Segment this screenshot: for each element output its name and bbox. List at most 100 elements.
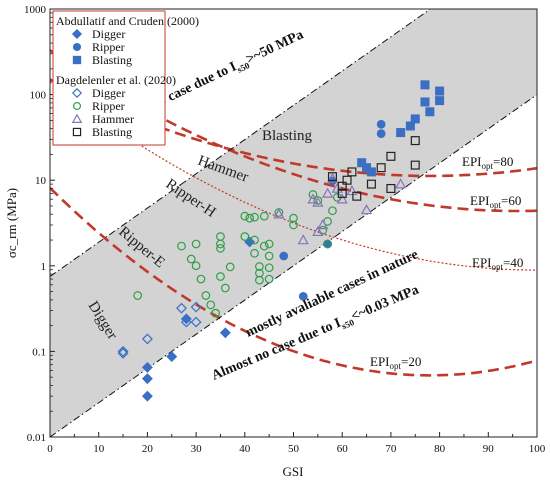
point-digger-3-2 <box>141 333 153 345</box>
point-blasting-6-5 <box>352 191 362 201</box>
legend-marker-6 <box>72 127 82 137</box>
point-digger-0-5 <box>219 327 231 339</box>
epi-curve-3 <box>50 186 537 377</box>
x-tick-label-70: 70 <box>385 443 397 455</box>
legend: Abdullatif and Cruden (2000) Digger Ripp… <box>52 10 199 146</box>
legend-group2-title: Dagdelenler et al. (2020) <box>56 73 176 87</box>
point-ripper-4-7 <box>206 300 216 310</box>
point-ripper-4-5 <box>196 274 206 284</box>
point-ripper-4-24 <box>259 211 269 221</box>
point-ripper-4-13 <box>220 283 230 293</box>
legend-label-blasting-2: Blasting <box>92 125 132 139</box>
legend-marker-1 <box>72 42 82 52</box>
point-blasting-6-8 <box>386 151 396 161</box>
point-hammer-5-1 <box>297 234 309 245</box>
point-ripper-4-31 <box>289 213 298 223</box>
y-tick-label-100: 100 <box>30 90 47 102</box>
point-digger-3-6 <box>190 301 202 313</box>
legend-marker-0 <box>71 28 83 40</box>
point-ripper-4-6 <box>201 291 211 300</box>
boundary-lines <box>50 9 537 437</box>
point-ripper-4-23 <box>255 275 264 285</box>
boundary-line-lower <box>50 94 537 437</box>
point-blasting-6-1 <box>337 181 347 191</box>
point-ripper-4-0 <box>133 291 143 300</box>
point-ripper-4-16 <box>240 232 250 241</box>
legend-group1-title: Abdullatif and Cruden (2000) <box>56 14 199 28</box>
point-ripper-4-28 <box>264 263 274 273</box>
point-ripper-4-29 <box>264 274 274 284</box>
point-blasting-2-6 <box>420 97 430 107</box>
point-blasting-2-5 <box>410 114 420 124</box>
point-blasting-2-8 <box>425 107 435 117</box>
point-hammer-5-7 <box>326 172 339 183</box>
point-ripper-4-37 <box>323 239 332 249</box>
point-digger-0-2 <box>141 390 153 402</box>
point-blasting-6-3 <box>342 175 352 185</box>
point-digger-3-1 <box>117 347 129 359</box>
point-hammer-5-11 <box>360 204 373 215</box>
x-tick-label-60: 60 <box>337 443 349 455</box>
y-axis-label: σc_rm (MPa) <box>4 188 19 258</box>
point-hammer-5-6 <box>321 187 334 198</box>
point-ripper-4-1 <box>177 241 186 251</box>
x-tick-label-20: 20 <box>142 443 154 455</box>
point-blasting-2-9 <box>435 96 445 106</box>
point-blasting-2-4 <box>405 121 415 131</box>
point-ripper-4-2 <box>186 254 196 264</box>
point-digger-3-3 <box>176 302 187 314</box>
point-blasting-2-0 <box>357 158 367 168</box>
data-points <box>117 80 445 402</box>
point-blasting-2-7 <box>420 80 430 90</box>
legend-marker-2 <box>72 55 82 65</box>
point-ripper-4-33 <box>308 190 318 199</box>
point-hammer-5-4 <box>312 196 324 207</box>
point-ripper-4-4 <box>191 261 201 271</box>
x-axis-label: GSI <box>283 464 304 479</box>
epi-label-80: EPIopt=80 <box>462 154 513 171</box>
point-ripper-4-14 <box>225 262 235 272</box>
point-digger-3-5 <box>190 316 202 328</box>
point-digger-3-4 <box>180 316 192 328</box>
point-ripper-4-38 <box>328 206 337 216</box>
point-ripper-4-17 <box>245 213 255 223</box>
point-ripper-4-11 <box>216 243 225 253</box>
point-ripper-1-5 <box>376 119 386 129</box>
y-tick-label-0.1: 0.1 <box>32 346 46 358</box>
point-blasting-2-3 <box>396 128 406 138</box>
point-digger-0-4 <box>180 313 192 325</box>
point-ripper-4-8 <box>211 308 220 318</box>
point-blasting-6-10 <box>410 136 420 146</box>
point-blasting-6-0 <box>327 172 337 182</box>
legend-label-ripper-1: Ripper <box>92 40 125 54</box>
point-ripper-4-18 <box>250 212 259 222</box>
legend-box <box>52 10 166 146</box>
point-blasting-6-9 <box>386 183 396 194</box>
point-hammer-5-12 <box>395 178 407 189</box>
point-ripper-4-21 <box>255 262 264 271</box>
x-tick-label-90: 90 <box>483 443 495 455</box>
point-digger-0-1 <box>141 373 153 385</box>
point-ripper-1-0 <box>279 251 289 261</box>
point-ripper-4-20 <box>250 248 259 258</box>
x-tick-label-10: 10 <box>93 443 105 455</box>
point-ripper-4-26 <box>264 239 274 249</box>
point-hammer-5-2 <box>307 193 319 204</box>
legend-label-digger-2: Digger <box>92 86 125 100</box>
x-tick-label-80: 80 <box>434 443 446 455</box>
legend-label-ripper-2: Ripper <box>92 99 125 113</box>
legend-marker-5 <box>71 113 83 123</box>
point-blasting-2-2 <box>366 167 376 177</box>
point-blasting-2-10 <box>435 86 445 96</box>
y-tick-label-0.01: 0.01 <box>27 432 46 444</box>
point-ripper-1-4 <box>376 129 386 138</box>
point-hammer-5-8 <box>331 182 343 193</box>
point-digger-0-3 <box>166 351 178 363</box>
point-blasting-6-6 <box>366 179 376 189</box>
axes: 0 10 20 30 40 50 60 70 80 90 100 0.01 0.1 1 10 100 1000 <box>24 4 546 455</box>
epi-label-40: EPIopt=40 <box>472 255 523 272</box>
point-ripper-4-12 <box>216 272 225 281</box>
legend-marker-3 <box>71 87 83 99</box>
point-blasting-6-11 <box>410 160 420 170</box>
